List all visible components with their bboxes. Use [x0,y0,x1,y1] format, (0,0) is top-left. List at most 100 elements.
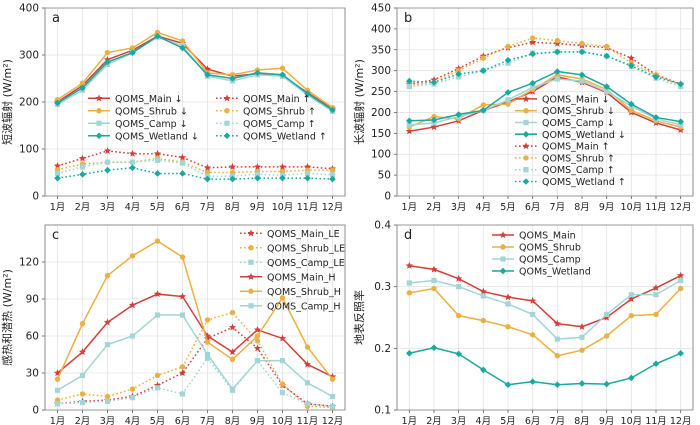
legend-item: QOMS_Shrub_H [240,287,341,298]
legend-marker [522,142,530,150]
legend-marker [248,245,254,251]
x-tick-label: 7月 [200,416,216,425]
plot-area [396,224,694,411]
data-point [279,358,286,364]
data-point [229,386,236,392]
data-point [153,290,162,298]
data-point [406,77,413,85]
series-line [409,70,681,123]
x-tick-label: 2月 [75,416,91,425]
legend-label: QOMS_Camp [519,255,581,266]
data-point [304,174,311,182]
legend-label: QOMS_Main_H [267,272,336,283]
series-line [57,293,333,378]
x-tick-label: 1月 [50,416,66,425]
data-point [430,116,438,124]
data-point [480,366,487,374]
legend-label: QOMS_Wetland ↓ [115,131,199,142]
x-tick-label: 11月 [645,202,667,213]
legend-label: QOMS_Camp_LE [267,258,345,269]
data-point [579,78,585,84]
series-QOMs_Wetland [406,344,684,389]
y-tick-label: 300 [19,50,39,62]
data-point [78,348,87,356]
data-point [406,83,412,90]
x-tick-label: 7月 [550,416,566,425]
legend-marker [523,167,529,173]
data-point [78,154,87,162]
data-point [627,54,635,62]
data-point [652,284,660,291]
panel-a: 0 100 200 300 400 1月 2月 3月 4月 5月 6月 7月 8月 9月 10月 11月 12月… [0,3,346,213]
legend-item: QOMs_Wetland [492,267,591,278]
legend-item: QOMS_Main ↑ [216,94,311,105]
x-tick-label: 9月 [599,202,615,213]
x-tick-label: 3月 [100,416,116,425]
data-point [254,358,261,364]
y-tick-label: 50 [378,170,391,182]
series-line [57,159,333,178]
data-point [279,65,286,71]
x-tick-label: 1月 [402,202,418,213]
data-point [229,309,236,316]
y-tick-label: 0.4 [374,220,391,232]
legend-item: QOMS_Wetland ↑ [216,131,327,142]
x-tick-label: 3月 [100,202,116,213]
data-point [554,336,560,342]
data-point [406,349,413,357]
legend-label: QOMS_Shrub ↓ [542,106,615,117]
legend-label: QOMS_Main_LE [267,229,340,240]
y-tick-label: 120 [19,257,39,269]
legend-label: QOMS_Shrub [519,243,581,254]
data-point [204,175,211,183]
plot-border [396,7,694,197]
data-point [405,261,413,269]
x-tick-label: 8月 [225,416,241,425]
data-point [431,285,437,292]
data-point [653,292,659,298]
data-point [54,387,61,393]
y-axis-label: 感热和潜热 (W/m²) [0,269,14,366]
series-QOMS_Wetland- [54,164,336,183]
data-point [603,333,610,339]
data-point [128,301,137,309]
panel-c: 0 30 60 90 120 1月 2月 3月 4月 5月 6月 7月 8月 9月 10月 11月 12月 感热和… [0,224,346,425]
x-tick-label: 12月 [322,416,344,425]
data-point [179,38,186,44]
x-tick-label: 5月 [150,416,166,425]
data-point [628,107,635,114]
data-point [579,334,585,340]
y-tick-label: 0.1 [374,405,391,417]
data-point [254,174,261,182]
legend-item: QOMS_Camp ↑ [216,119,316,130]
data-point [603,313,611,321]
plot-border [44,7,346,197]
data-point [79,320,86,327]
y-tick-label: 60 [26,331,39,343]
legend-item: QOMS_Main ↑ [515,142,610,153]
data-point [456,284,462,290]
data-point [229,75,236,82]
x-tick-label: 10月 [621,202,643,213]
series-QOMS_Main [405,261,685,330]
data-point [203,164,212,171]
y-tick-label: 200 [19,97,39,109]
legend-item: QOMS_Shrub [492,243,581,254]
legend-item: QOMS_Camp [492,255,581,266]
data-point [603,380,610,388]
data-point [628,312,635,319]
data-point [179,44,186,52]
series-QOMS_Wetland- [54,32,336,114]
x-tick-label: 2月 [426,416,442,425]
legend-item: QOMS_Shrub ↓ [88,106,188,117]
legend-marker [500,256,506,262]
data-point [304,380,311,386]
data-point [129,395,136,401]
legend-marker [500,244,506,250]
legend-marker [522,178,530,185]
data-point [304,170,311,177]
data-point [329,393,336,400]
x-tick-label: 9月 [599,416,615,425]
data-point [603,83,610,90]
